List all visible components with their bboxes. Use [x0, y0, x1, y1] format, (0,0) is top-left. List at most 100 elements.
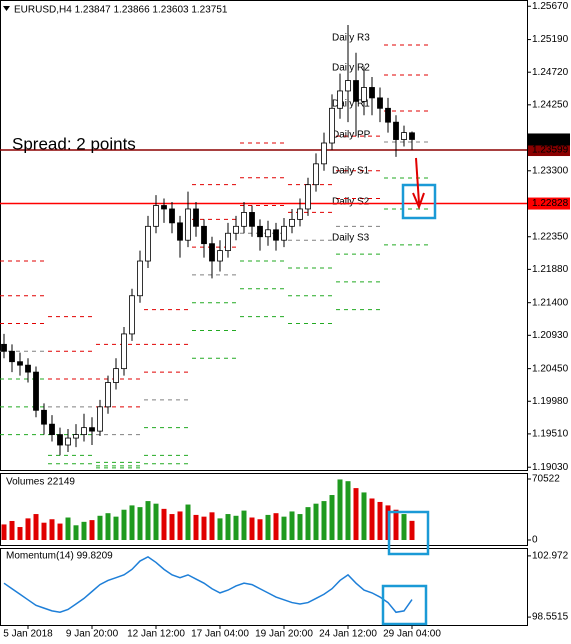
- volume-bar: [249, 517, 255, 540]
- candle-body: [185, 208, 191, 241]
- candle-body: [305, 184, 311, 210]
- momentum-panel: [0, 548, 528, 626]
- volume-bar: [97, 515, 103, 540]
- candle-body: [9, 350, 15, 363]
- candle-body: [73, 434, 79, 439]
- y-tick-label: 1.23300: [532, 165, 569, 176]
- volume-bar: [369, 498, 375, 540]
- y-tick-label: 1.21880: [532, 264, 569, 275]
- candle-body: [241, 212, 247, 227]
- y-tick-label: 1.24720: [532, 67, 569, 78]
- candle-body: [401, 132, 407, 140]
- candle-body: [97, 406, 103, 432]
- candle-body: [393, 121, 399, 140]
- volume-bar: [313, 503, 319, 540]
- y-tick-label: 1.25190: [532, 34, 569, 45]
- volume-bar: [73, 525, 79, 540]
- candle-body: [345, 80, 351, 92]
- volume-bar: [209, 512, 215, 540]
- volume-bar: [137, 507, 143, 540]
- candle-body: [409, 132, 415, 140]
- price-tag: [528, 144, 570, 157]
- pivot-label: Daily PP: [332, 130, 371, 141]
- x-tick-label: 9 Jan 20:00: [66, 629, 119, 640]
- volume-bar: [201, 516, 207, 540]
- candle-body: [129, 295, 135, 335]
- y-tick-label: 70522: [532, 474, 560, 485]
- volume-bar: [377, 501, 383, 540]
- volume-bar: [17, 527, 23, 540]
- volume-bar: [257, 519, 263, 540]
- volume-bar: [105, 513, 111, 540]
- volume-bar: [345, 481, 351, 540]
- volume-bar: [41, 522, 47, 540]
- volume-bar: [337, 479, 343, 540]
- candle-body: [81, 427, 87, 435]
- candle-body: [377, 97, 383, 109]
- arrow: [412, 157, 425, 210]
- y-tick-label: 1.19980: [532, 396, 569, 407]
- candle-body: [233, 225, 239, 234]
- candle-body: [249, 212, 255, 227]
- volume-bar: [233, 515, 239, 540]
- pivot-label: Daily R3: [332, 33, 370, 44]
- volume-bar: [289, 511, 295, 540]
- candle-body: [105, 382, 111, 408]
- highlight-box: [387, 510, 430, 556]
- volume-bar: [57, 523, 63, 540]
- price-tag-label: 1.22828: [532, 198, 569, 209]
- volume-bar: [281, 516, 287, 540]
- y-tick-label: 98.5515: [532, 612, 569, 623]
- volume-bar: [65, 517, 71, 540]
- x-tick-label: 12 Jan 12:00: [127, 629, 185, 640]
- pivot-label: Daily S2: [332, 197, 370, 208]
- highlight-box: [381, 584, 428, 626]
- volume-bar: [193, 514, 199, 540]
- y-tick-label: 1.25670: [532, 1, 569, 12]
- x-tick-label: 29 Jan 04:00: [383, 629, 441, 640]
- pivot-label: Daily S1: [332, 166, 370, 177]
- candle-body: [137, 260, 143, 297]
- volume-bar: [185, 504, 191, 540]
- y-tick-label: 1.21400: [532, 297, 569, 308]
- candle-body: [145, 225, 151, 262]
- candle-body: [177, 222, 183, 241]
- candle-body: [273, 229, 279, 241]
- candle-body: [113, 368, 119, 383]
- candle-body: [369, 87, 375, 99]
- candle-body: [385, 107, 391, 123]
- candle-body: [193, 208, 199, 227]
- volume-bar: [409, 520, 415, 540]
- volume-bar: [121, 509, 127, 540]
- y-tick-label: 1.20930: [532, 330, 569, 341]
- volume-bar: [81, 521, 87, 540]
- candle-body: [57, 434, 63, 446]
- candle-body: [201, 225, 207, 245]
- price-tag-label: 1.23751: [532, 134, 569, 145]
- candle-body: [1, 343, 7, 352]
- candle-body: [41, 409, 47, 425]
- volume-bar: [297, 514, 303, 540]
- title-arrow: [3, 6, 10, 11]
- y-tick-label: 1.24250: [532, 99, 569, 110]
- volume-bar: [273, 513, 279, 540]
- candle-body: [65, 437, 71, 446]
- volume-bar: [153, 503, 159, 540]
- price-tag: [528, 133, 570, 146]
- candle-body: [265, 229, 271, 238]
- candle-body: [289, 218, 295, 227]
- y-tick-label: 1.19510: [532, 429, 569, 440]
- volume-bar: [361, 492, 367, 540]
- volume-bar: [265, 514, 271, 540]
- volume-title: Volumes 22149: [6, 477, 75, 488]
- x-tick-label: 17 Jan 04:00: [191, 629, 249, 640]
- price-tag-label: 1.23599: [532, 145, 569, 156]
- main-plot: Daily R3 Daily R2 Daily R1 Daily PP Daily S1…: [0, 24, 527, 469]
- x-tick-label: 5 Jan 2018: [3, 629, 53, 640]
- volume-panel: [0, 473, 528, 546]
- main-panel: [0, 0, 528, 471]
- candle-body: [321, 142, 327, 165]
- volume-bar: [225, 514, 231, 540]
- volume-bar: [161, 508, 167, 540]
